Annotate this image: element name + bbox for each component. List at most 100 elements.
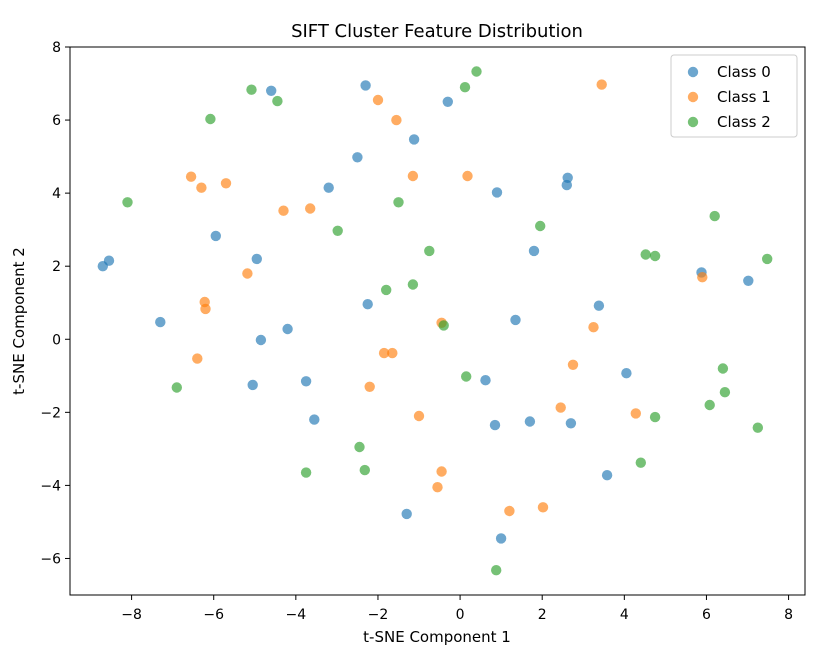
y-axis-ticks: −6 −4 −2 0 2 4 6 8 bbox=[40, 40, 70, 567]
point-class-1-17 bbox=[436, 466, 447, 477]
point-class-1-20 bbox=[504, 505, 515, 517]
point-class-2-8 bbox=[359, 464, 370, 476]
point-class-0-16 bbox=[408, 134, 420, 145]
point-class-2-20 bbox=[640, 249, 651, 260]
point-class-2-2 bbox=[205, 113, 216, 125]
point-class-1-3 bbox=[200, 303, 211, 315]
x-tick-label: 0 bbox=[456, 607, 465, 623]
point-class-0-1 bbox=[103, 255, 115, 266]
point-class-2-17 bbox=[491, 565, 502, 576]
point-class-2-24 bbox=[709, 210, 720, 222]
point-class-1-11 bbox=[378, 347, 390, 359]
point-class-0-32 bbox=[743, 275, 754, 286]
legend: Class 0 Class 1 Class 2 bbox=[670, 54, 798, 138]
point-class-0-24 bbox=[528, 245, 540, 257]
point-class-2-19 bbox=[635, 457, 646, 468]
legend-label: Class 2 bbox=[717, 113, 771, 131]
point-class-2-23 bbox=[704, 399, 715, 411]
y-tick-label: 8 bbox=[52, 40, 61, 56]
point-class-0-20 bbox=[491, 187, 503, 198]
point-class-0-4 bbox=[251, 253, 262, 265]
point-class-0-29 bbox=[601, 470, 613, 481]
point-class-1-27 bbox=[697, 272, 708, 283]
point-class-0-9 bbox=[300, 376, 312, 387]
legend-label: Class 1 bbox=[717, 88, 771, 106]
point-class-0-17 bbox=[442, 96, 453, 108]
point-class-0-18 bbox=[480, 375, 491, 386]
point-class-2-1 bbox=[171, 382, 182, 393]
point-class-1-14 bbox=[407, 170, 419, 182]
x-tick-label: −4 bbox=[286, 607, 307, 623]
point-class-2-18 bbox=[535, 220, 546, 232]
point-class-1-26 bbox=[630, 408, 641, 419]
point-class-1-7 bbox=[278, 205, 289, 216]
point-class-1-19 bbox=[462, 170, 473, 182]
point-class-1-1 bbox=[196, 182, 207, 193]
point-class-2-13 bbox=[438, 320, 449, 331]
point-class-2-4 bbox=[272, 95, 283, 107]
data-points bbox=[97, 66, 773, 576]
point-class-2-11 bbox=[407, 279, 419, 290]
point-class-1-23 bbox=[567, 359, 579, 370]
point-class-0-12 bbox=[352, 152, 363, 163]
point-class-0-8 bbox=[282, 323, 293, 335]
point-class-0-21 bbox=[495, 533, 507, 544]
x-tick-label: −2 bbox=[368, 607, 389, 623]
point-class-0-27 bbox=[565, 418, 577, 429]
point-class-1-0 bbox=[185, 171, 197, 182]
x-axis-label: t-SNE Component 1 bbox=[363, 628, 511, 646]
point-class-2-15 bbox=[461, 371, 472, 382]
y-tick-label: 6 bbox=[52, 113, 61, 129]
x-axis-ticks: −8 −6 −4 −2 0 2 4 6 8 bbox=[121, 595, 793, 623]
point-class-0-30 bbox=[621, 368, 632, 379]
chart-title: SIFT Cluster Feature Distribution bbox=[291, 21, 583, 42]
plot-frame bbox=[69, 46, 806, 596]
point-class-1-6 bbox=[242, 268, 253, 279]
point-class-1-22 bbox=[555, 402, 566, 413]
point-class-1-4 bbox=[192, 353, 203, 364]
point-class-1-5 bbox=[220, 178, 232, 189]
legend-marker bbox=[687, 116, 699, 128]
legend-box bbox=[670, 54, 798, 138]
point-class-2-16 bbox=[471, 66, 482, 77]
x-tick-label: 6 bbox=[702, 607, 711, 623]
point-class-0-28 bbox=[593, 300, 605, 311]
legend-marker bbox=[687, 66, 699, 78]
point-class-0-3 bbox=[210, 230, 221, 242]
y-tick-label: −2 bbox=[40, 405, 61, 421]
point-class-1-9 bbox=[364, 381, 375, 392]
y-tick-label: 4 bbox=[52, 186, 61, 202]
point-class-0-15 bbox=[401, 508, 412, 520]
point-class-2-27 bbox=[752, 422, 763, 433]
x-tick-label: 2 bbox=[538, 607, 547, 623]
point-class-0-5 bbox=[266, 85, 277, 97]
point-class-0-22 bbox=[510, 314, 521, 326]
point-class-0-23 bbox=[524, 416, 536, 427]
point-class-0-2 bbox=[155, 316, 166, 328]
y-tick-label: 2 bbox=[52, 259, 61, 275]
point-class-2-28 bbox=[762, 253, 773, 265]
point-class-2-0 bbox=[122, 197, 133, 208]
y-axis-label: t-SNE Component 2 bbox=[10, 247, 28, 395]
point-class-0-26 bbox=[562, 172, 573, 183]
point-class-1-8 bbox=[305, 203, 316, 214]
y-tick-label: −4 bbox=[40, 478, 61, 494]
point-class-2-21 bbox=[649, 250, 661, 262]
point-class-2-7 bbox=[354, 441, 365, 453]
point-class-2-22 bbox=[649, 411, 661, 423]
point-class-1-24 bbox=[588, 322, 599, 333]
point-class-2-12 bbox=[424, 245, 435, 257]
point-class-2-3 bbox=[246, 84, 257, 95]
x-tick-label: −8 bbox=[121, 607, 142, 623]
x-tick-label: −6 bbox=[203, 607, 224, 623]
legend-label: Class 0 bbox=[717, 63, 771, 81]
point-class-0-7 bbox=[255, 334, 267, 346]
point-class-0-19 bbox=[489, 419, 501, 431]
point-class-2-5 bbox=[300, 467, 312, 478]
point-class-1-12 bbox=[387, 347, 398, 359]
x-tick-label: 8 bbox=[784, 607, 793, 623]
point-class-0-13 bbox=[360, 80, 371, 91]
point-class-0-10 bbox=[309, 414, 320, 425]
point-class-2-14 bbox=[459, 82, 471, 93]
